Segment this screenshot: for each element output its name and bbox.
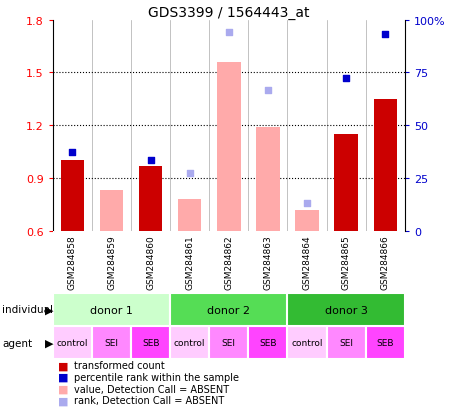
Text: ▶: ▶ (45, 338, 53, 348)
Text: SEI: SEI (221, 338, 235, 347)
Text: ■: ■ (57, 372, 68, 382)
Text: ■: ■ (57, 395, 68, 405)
Bar (365, 326, 404, 359)
Text: control: control (291, 338, 322, 347)
Text: SEB: SEB (141, 338, 159, 347)
Title: GDS3399 / 1564443_at: GDS3399 / 1564443_at (148, 6, 309, 20)
Text: value, Detection Call = ABSENT: value, Detection Call = ABSENT (73, 384, 228, 394)
Text: SEI: SEI (338, 338, 353, 347)
Point (264, 88, 271, 94)
Text: SEI: SEI (104, 338, 118, 347)
Text: individual: individual (2, 305, 53, 315)
Text: control: control (56, 338, 88, 347)
Text: agent: agent (2, 338, 32, 348)
Bar (295, 210, 318, 231)
Point (225, 30, 232, 36)
Bar (170, 326, 209, 359)
Bar (326, 326, 365, 359)
Bar (131, 326, 170, 359)
Text: donor 3: donor 3 (324, 305, 367, 315)
Bar (287, 293, 404, 326)
Text: donor 1: donor 1 (90, 305, 133, 315)
Bar (92, 326, 131, 359)
Text: donor 2: donor 2 (207, 305, 250, 315)
Bar (256, 128, 279, 231)
Bar (53, 293, 170, 326)
Text: GSM284863: GSM284863 (263, 235, 272, 290)
Text: SEB: SEB (258, 338, 276, 347)
Bar (100, 191, 123, 231)
Text: GSM284861: GSM284861 (185, 235, 194, 290)
Text: GSM284864: GSM284864 (302, 235, 311, 290)
Text: percentile rank within the sample: percentile rank within the sample (73, 372, 238, 382)
Text: control: control (174, 338, 205, 347)
Point (341, 75, 349, 82)
Bar (209, 326, 248, 359)
Bar (287, 326, 326, 359)
Point (69, 149, 76, 156)
Bar (170, 293, 287, 326)
Text: GSM284859: GSM284859 (107, 235, 116, 290)
Bar (373, 100, 396, 231)
Bar (217, 63, 240, 231)
Bar (248, 326, 287, 359)
Point (303, 200, 310, 206)
Point (147, 158, 154, 164)
Text: transformed count: transformed count (73, 361, 164, 370)
Text: GSM284865: GSM284865 (341, 235, 350, 290)
Text: ▶: ▶ (45, 305, 53, 315)
Bar (61, 161, 84, 231)
Text: ■: ■ (57, 361, 68, 370)
Bar (178, 200, 201, 231)
Text: SEB: SEB (375, 338, 393, 347)
Bar (53, 326, 92, 359)
Bar (334, 135, 357, 231)
Text: GSM284866: GSM284866 (380, 235, 389, 290)
Text: ■: ■ (57, 384, 68, 394)
Text: rank, Detection Call = ABSENT: rank, Detection Call = ABSENT (73, 395, 224, 405)
Point (186, 170, 193, 177)
Text: GSM284862: GSM284862 (224, 235, 233, 290)
Bar (139, 166, 162, 231)
Text: GSM284860: GSM284860 (146, 235, 155, 290)
Text: GSM284858: GSM284858 (68, 235, 77, 290)
Point (381, 31, 388, 38)
